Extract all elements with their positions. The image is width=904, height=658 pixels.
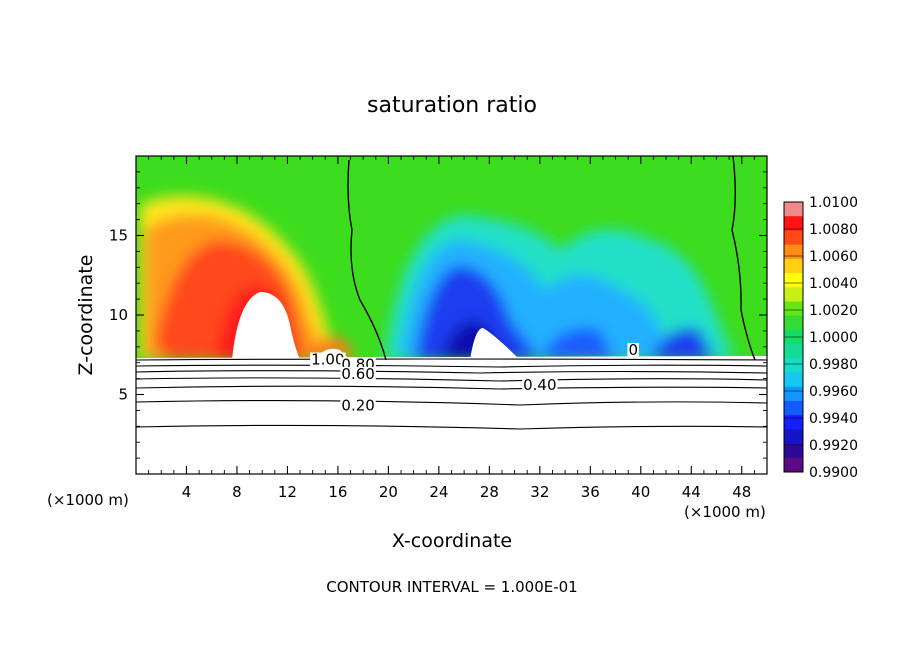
contour-label: 0.60: [341, 365, 374, 383]
colorbar: 1.0100 1.0080 1.0060 1.0040 1.0020 1.0000 0.99…: [783, 195, 858, 481]
contour-label: 1.00: [311, 351, 344, 369]
colorbar-swatch: [784, 457, 803, 473]
colorbar-swatch: [784, 400, 803, 416]
x-tick-label: 16: [328, 483, 347, 501]
y-tick-label: 10: [109, 306, 128, 324]
colorbar-swatch: [784, 258, 803, 274]
colorbar-label: 1.0100: [809, 195, 858, 211]
contour-label: 0.20: [341, 397, 374, 415]
x-tick-label: 40: [631, 483, 650, 501]
colorbar-label: 0.9940: [809, 411, 858, 427]
y-axis: 5 10 15: [109, 171, 767, 459]
y-axis-label: Z-coordinate: [75, 255, 97, 376]
colorbar-swatch: [784, 315, 803, 331]
contour-label-bg: [340, 398, 376, 413]
colorbar-swatch: [784, 358, 803, 374]
contour-label-bg: [340, 366, 376, 381]
x-tick-label: 28: [480, 483, 499, 501]
colorbar-swatch: [784, 273, 803, 288]
colorbar-swatch: [784, 372, 803, 388]
y-tick-label: 5: [118, 386, 128, 404]
colorbar-label: 1.0040: [809, 276, 858, 292]
contour-field: [136, 156, 767, 474]
x-tick-label: 48: [732, 483, 751, 501]
contour-label-bg: [310, 352, 346, 367]
colorbar-label: 1.0080: [809, 222, 858, 238]
x-axis: 4 8 12 16 20 24 28 32 36 40 44 48: [148, 156, 755, 501]
chart-title: saturation ratio: [367, 93, 537, 118]
contour-label-bg: [522, 377, 558, 392]
colorbar-label: 1.0060: [809, 249, 858, 265]
x-tick-label: 36: [581, 483, 600, 501]
x-tick-label: 20: [379, 483, 398, 501]
x-tick-label: 8: [232, 483, 242, 501]
x-tick-label: 24: [429, 483, 448, 501]
colorbar-swatch: [784, 386, 803, 402]
colorbar-swatch: [784, 415, 803, 430]
contour-label: 0.40: [523, 376, 556, 394]
x-tick-label: 32: [530, 483, 549, 501]
x-tick-label: 12: [278, 483, 297, 501]
x-axis-label: X-coordinate: [392, 530, 512, 552]
colorbar-swatch: [784, 301, 803, 317]
x-unit-right: (×1000 m): [684, 503, 766, 521]
colorbar-swatch: [784, 230, 803, 246]
contour-labels: 1.000.800.600.400.200: [310, 341, 640, 415]
colorbar-label: 0.9960: [809, 384, 858, 400]
colorbar-swatch: [784, 429, 803, 445]
y-tick-label: 15: [109, 227, 128, 245]
x-tick-label: 44: [682, 483, 701, 501]
colorbar-swatch: [784, 287, 803, 302]
colorbar-label: 1.0000: [809, 330, 858, 346]
colorbar-swatch: [784, 244, 803, 260]
x-unit-left: (×1000 m): [47, 491, 129, 509]
x-tick-label: 4: [182, 483, 192, 501]
colorbar-label: 0.9920: [809, 438, 858, 454]
contour-interval-note: CONTOUR INTERVAL = 1.000E-01: [326, 578, 577, 596]
humidity-contours: [136, 358, 767, 430]
contour-label: 0: [628, 341, 638, 359]
colorbar-swatch: [784, 216, 803, 231]
colorbar-label: 0.9980: [809, 357, 858, 373]
colorbar-swatch: [784, 443, 803, 459]
colorbar-label: 1.0020: [809, 303, 858, 319]
colorbar-label: 0.9900: [809, 465, 858, 481]
contour-label-bg: [627, 342, 640, 357]
colorbar-swatch: [784, 202, 803, 217]
colorbar-swatch: [784, 344, 803, 359]
